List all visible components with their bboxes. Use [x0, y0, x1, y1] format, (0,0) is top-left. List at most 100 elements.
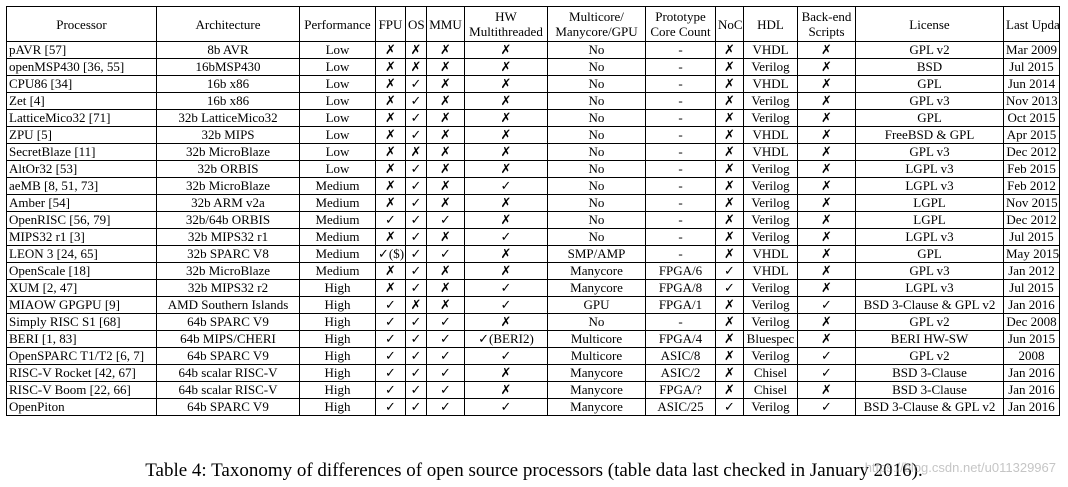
processor-name-cell: XUM [2, 47] — [6, 279, 157, 297]
table-cell: 32b ORBIS — [156, 160, 300, 178]
table-cell: GPL — [855, 109, 1004, 127]
table-row: LEON 3 [24, 65] 32b SPARC V8 Medium ✓($) ✓ ✓ ✗… — [6, 245, 1060, 263]
table-cell: ✗ — [375, 126, 406, 144]
table-cell: Feb 2015 — [1003, 160, 1060, 178]
table-cell: ✗ — [715, 296, 744, 314]
table-cell: ✗ — [405, 143, 427, 161]
table-cell: - — [645, 92, 716, 110]
table-cell: Low — [299, 75, 376, 93]
column-header: Multicore/ Manycore/GPU — [547, 6, 646, 42]
table-cell: ✗ — [375, 143, 406, 161]
table-cell: - — [645, 58, 716, 76]
table-cell: ✓ — [797, 347, 856, 365]
table-cell: ✗ — [797, 109, 856, 127]
table-cell: GPL v3 — [855, 92, 1004, 110]
table-cell: Manycore — [547, 364, 646, 382]
table-cell: ✗ — [426, 160, 465, 178]
table-cell: ✓ — [375, 347, 406, 365]
table-cell: Chisel — [743, 381, 798, 399]
processor-name-cell: RISC-V Boom [22, 66] — [6, 381, 157, 399]
table-cell: ✗ — [715, 126, 744, 144]
table-cell: 64b SPARC V9 — [156, 313, 300, 331]
table-row: RISC-V Boom [22, 66] 64b scalar RISC-V Hig… — [6, 381, 1060, 399]
table-cell: High — [299, 381, 376, 399]
table-cell: LGPL v3 — [855, 228, 1004, 246]
table-cell: Low — [299, 126, 376, 144]
table-cell: ✗ — [464, 58, 548, 76]
table-cell: No — [547, 177, 646, 195]
table-cell: Manycore — [547, 262, 646, 280]
table-cell: ✗ — [715, 194, 744, 212]
table-cell: ✓(BERI2) — [464, 330, 548, 348]
table-cell: LGPL — [855, 211, 1004, 229]
table-cell: Low — [299, 41, 376, 59]
table-cell: ✗ — [405, 296, 427, 314]
column-header: Architecture — [156, 6, 300, 42]
table-cell: ✗ — [715, 41, 744, 59]
table-cell: - — [645, 75, 716, 93]
table-cell: ✗ — [375, 194, 406, 212]
table-cell: ✗ — [426, 177, 465, 195]
table-cell: ✓ — [405, 381, 427, 399]
table-cell: ✗ — [464, 364, 548, 382]
table-cell: Jun 2014 — [1003, 75, 1060, 93]
table-cell: GPU — [547, 296, 646, 314]
table-cell: ✓ — [405, 160, 427, 178]
table-cell: Jan 2016 — [1003, 296, 1060, 314]
table-cell: ✗ — [715, 58, 744, 76]
table-cell: VHDL — [743, 245, 798, 263]
processor-name-cell: RISC-V Rocket [42, 67] — [6, 364, 157, 382]
table-cell: FPGA/8 — [645, 279, 716, 297]
table-cell: ✗ — [426, 58, 465, 76]
table-cell: Jul 2015 — [1003, 228, 1060, 246]
table-cell: Manycore — [547, 279, 646, 297]
table-cell: ✗ — [797, 211, 856, 229]
table-cell: Mar 2009 — [1003, 41, 1060, 59]
processor-name-cell: Simply RISC S1 [68] — [6, 313, 157, 331]
table-cell: Low — [299, 92, 376, 110]
table-cell: ✗ — [715, 143, 744, 161]
table-cell: - — [645, 160, 716, 178]
column-header: OS — [405, 6, 427, 42]
table-row: MIAOW GPGPU [9] AMD Southern Islands High ✓… — [6, 296, 1060, 314]
table-cell: ✓ — [426, 381, 465, 399]
table-cell: ✗ — [464, 194, 548, 212]
table-cell: ✗ — [715, 245, 744, 263]
table-cell: Medium — [299, 211, 376, 229]
table-cell: 8b AVR — [156, 41, 300, 59]
table-cell: ✗ — [715, 313, 744, 331]
table-cell: FPGA/6 — [645, 262, 716, 280]
table-cell: No — [547, 313, 646, 331]
table-cell: - — [645, 228, 716, 246]
table-cell: Verilog — [743, 211, 798, 229]
column-header: HW Multithreaded — [464, 6, 548, 42]
processor-name-cell: AltOr32 [53] — [6, 160, 157, 178]
table-cell: Verilog — [743, 279, 798, 297]
table-cell: Verilog — [743, 92, 798, 110]
table-cell: ✗ — [797, 228, 856, 246]
table-cell: ✗ — [715, 228, 744, 246]
table-cell: ✗ — [464, 75, 548, 93]
table-cell: LGPL v3 — [855, 177, 1004, 195]
table-cell: ✗ — [715, 347, 744, 365]
table-cell: High — [299, 347, 376, 365]
table-cell: Medium — [299, 194, 376, 212]
table-cell: ✓ — [426, 398, 465, 416]
table-cell: ✗ — [426, 126, 465, 144]
table-row: MIPS32 r1 [3] 32b MIPS32 r1 Medium ✗ ✓ ✗ ✓ No - ✗… — [6, 228, 1060, 246]
table-cell: BSD 3-Clause & GPL v2 — [855, 398, 1004, 416]
table-cell: ✗ — [797, 177, 856, 195]
processor-name-cell: OpenRISC [56, 79] — [6, 211, 157, 229]
table-cell: ✓ — [715, 262, 744, 280]
table-cell: ✗ — [464, 143, 548, 161]
table-cell: High — [299, 296, 376, 314]
table-cell: ✓ — [426, 347, 465, 365]
table-cell: GPL v3 — [855, 143, 1004, 161]
table-cell: ✗ — [426, 296, 465, 314]
table-cell: Chisel — [743, 364, 798, 382]
table-cell: 64b SPARC V9 — [156, 398, 300, 416]
processor-taxonomy-table: Processor Architecture Performance FPU OS MMU… — [6, 6, 1060, 416]
table-cell: ✗ — [797, 75, 856, 93]
table-cell: ✗ — [797, 58, 856, 76]
table-cell: VHDL — [743, 41, 798, 59]
